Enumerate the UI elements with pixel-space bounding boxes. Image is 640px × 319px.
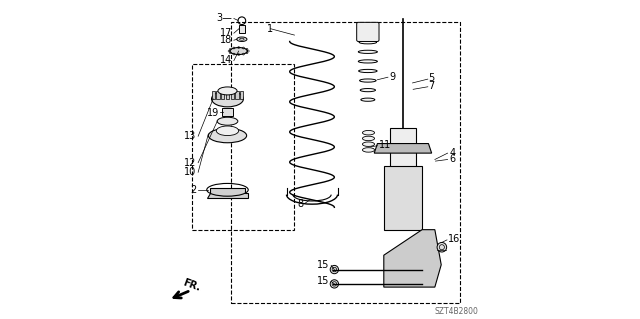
Text: 6: 6 xyxy=(449,154,455,165)
Ellipse shape xyxy=(362,148,374,152)
Text: 5: 5 xyxy=(428,73,435,83)
Ellipse shape xyxy=(230,48,248,55)
Bar xyxy=(226,91,229,99)
FancyBboxPatch shape xyxy=(239,25,245,33)
FancyBboxPatch shape xyxy=(221,108,233,116)
Ellipse shape xyxy=(361,98,375,101)
Polygon shape xyxy=(207,188,248,198)
Text: 1: 1 xyxy=(268,24,273,34)
Bar xyxy=(230,91,234,99)
Bar xyxy=(216,91,220,99)
Text: SZT4B2800: SZT4B2800 xyxy=(434,307,478,316)
FancyBboxPatch shape xyxy=(390,128,416,169)
Polygon shape xyxy=(384,230,441,287)
Text: 8: 8 xyxy=(298,198,303,209)
Bar xyxy=(240,91,243,99)
Text: 2: 2 xyxy=(190,185,196,195)
Ellipse shape xyxy=(362,136,374,141)
Text: 15: 15 xyxy=(317,260,330,271)
Ellipse shape xyxy=(358,50,378,54)
Text: 3—: 3— xyxy=(216,12,232,23)
Ellipse shape xyxy=(216,126,239,136)
Ellipse shape xyxy=(218,87,237,95)
Text: 17: 17 xyxy=(220,27,232,38)
Ellipse shape xyxy=(239,38,244,40)
Ellipse shape xyxy=(358,70,377,73)
Ellipse shape xyxy=(212,91,243,107)
FancyBboxPatch shape xyxy=(356,22,379,41)
Text: 4: 4 xyxy=(449,148,455,158)
Ellipse shape xyxy=(362,142,374,146)
Text: 15: 15 xyxy=(317,276,330,286)
Bar xyxy=(212,91,215,99)
Ellipse shape xyxy=(217,117,238,125)
Ellipse shape xyxy=(360,89,376,92)
Text: 12: 12 xyxy=(184,158,196,168)
Polygon shape xyxy=(374,144,431,153)
Text: 13: 13 xyxy=(184,130,196,141)
Circle shape xyxy=(330,280,339,288)
Text: 11: 11 xyxy=(379,140,391,150)
Text: 9: 9 xyxy=(390,71,396,82)
Text: 10: 10 xyxy=(184,167,196,177)
Ellipse shape xyxy=(360,79,376,82)
Text: FR.: FR. xyxy=(181,277,202,293)
Circle shape xyxy=(437,242,447,252)
Ellipse shape xyxy=(362,130,374,135)
Bar xyxy=(221,91,224,99)
Text: 14: 14 xyxy=(220,55,232,65)
Text: 16: 16 xyxy=(447,234,460,244)
FancyBboxPatch shape xyxy=(384,166,422,230)
Ellipse shape xyxy=(359,41,376,44)
Text: 19: 19 xyxy=(207,108,220,118)
Ellipse shape xyxy=(209,129,246,143)
Text: 7: 7 xyxy=(428,81,435,91)
Text: 18: 18 xyxy=(220,35,232,45)
Circle shape xyxy=(330,265,339,274)
Ellipse shape xyxy=(237,37,247,41)
Bar xyxy=(236,91,239,99)
Ellipse shape xyxy=(358,60,378,63)
